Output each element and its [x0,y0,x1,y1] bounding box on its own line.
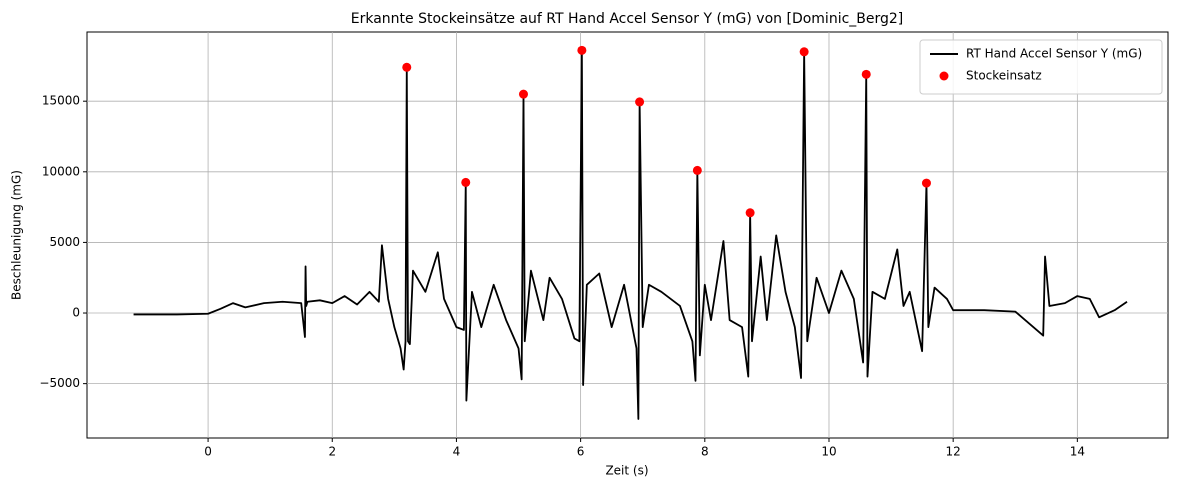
x-tick-label: 4 [453,445,461,459]
x-tick-label: 10 [821,445,836,459]
y-tick-label: 0 [72,306,80,320]
y-axis-label: Beschleunigung (mG) [10,170,24,300]
data-line [133,49,1128,420]
x-tick-label: 12 [946,445,961,459]
y-tick-label: 5000 [49,235,80,249]
x-tick-label: 8 [701,445,709,459]
impact-point [402,62,412,72]
impact-point [745,208,755,218]
x-tick-label: 0 [204,445,212,459]
y-tick-label: −5000 [39,376,80,390]
legend-label: RT Hand Accel Sensor Y (mG) [966,47,1142,61]
legend-label: Stockeinsatz [966,69,1042,83]
impact-point [921,178,931,188]
impact-point [861,69,871,79]
x-tick-label: 6 [577,445,585,459]
x-tick-label: 2 [328,445,336,459]
impact-point [635,97,645,107]
y-tick-label: 10000 [42,164,80,178]
legend-marker [939,71,949,81]
chart-title: Erkannte Stockeinsätze auf RT Hand Accel… [351,11,904,27]
legend-box [919,39,1163,95]
x-tick-label: 14 [1070,445,1085,459]
impact-point [577,45,587,55]
plot-frame [86,31,1169,439]
impact-point [799,47,809,57]
impact-point [461,177,471,187]
y-tick-label: 15000 [42,94,80,108]
x-axis-label: Zeit (s) [605,464,648,478]
impact-point [692,165,702,175]
impact-point [518,89,528,99]
